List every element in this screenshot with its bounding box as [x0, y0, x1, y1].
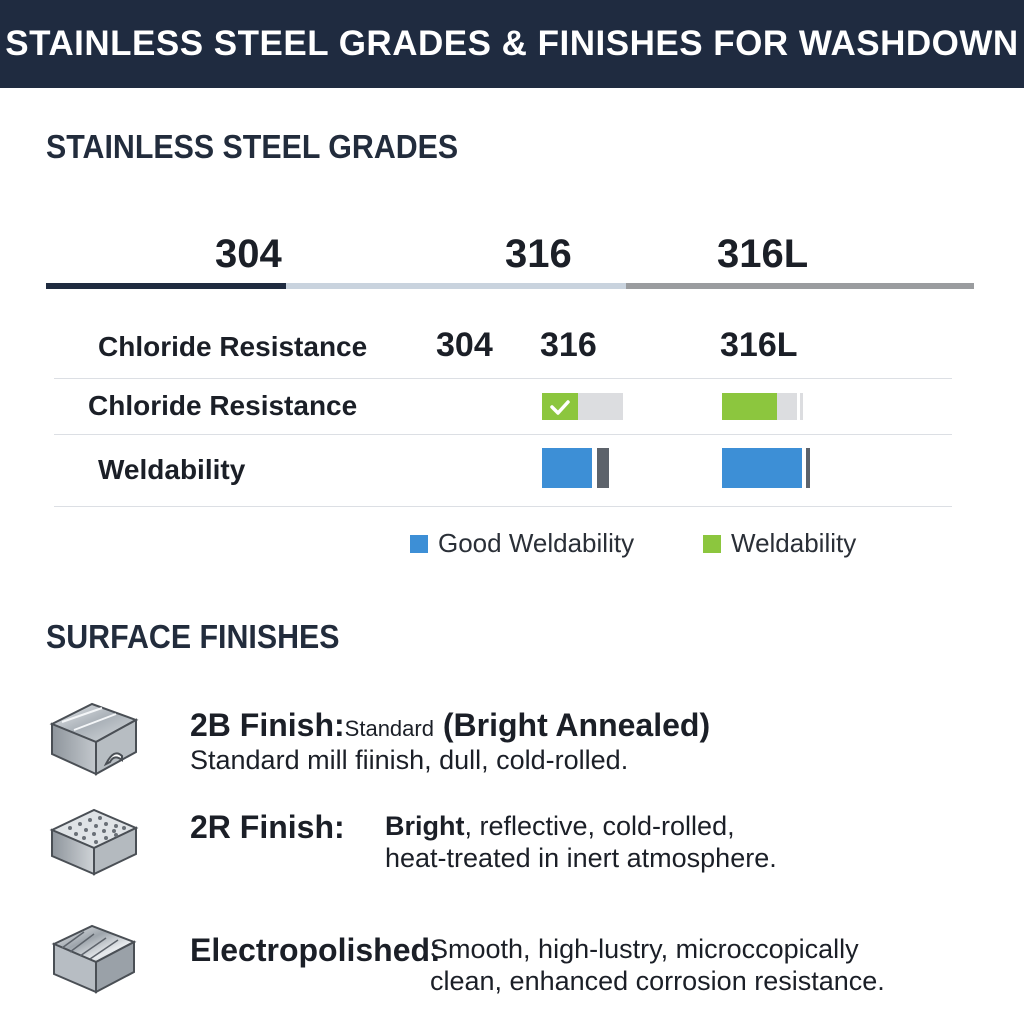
finish-electropolished-name: Electropolished:	[190, 932, 441, 968]
check-icon	[550, 400, 570, 415]
finish-2b-title: 2B Finish:Standard (Bright Annealed)	[190, 707, 710, 744]
row-label-weldability: Weldability	[98, 454, 246, 485]
finish-2r-line2: heat-treated in inert atmosphere.	[385, 843, 777, 873]
bar-316-weldability-end	[597, 448, 609, 488]
bar-316-chloride	[542, 393, 578, 420]
legend-swatch-blue	[410, 534, 428, 553]
finish-electropolished-line2: clean, enhanced corrosion resistance.	[430, 966, 885, 996]
grade-316l-line	[626, 283, 974, 289]
finish-2r-line1: Bright, reflective, cold-rolled,	[385, 811, 735, 842]
grade-316-line	[286, 283, 626, 289]
finish-2r-line1-text: , reflective, cold-rolled,	[464, 811, 735, 841]
legend-label: Weldability	[731, 528, 857, 558]
finish-2b-small: Standard	[344, 716, 434, 741]
bar-316l-weldability	[722, 448, 802, 488]
grade-304-line	[46, 283, 286, 289]
bar-316l-weldability-end	[806, 448, 810, 488]
legend-good-weldability: Good Weldability	[410, 528, 634, 559]
col-head-316: 316	[540, 326, 597, 364]
legend-swatch-green	[703, 534, 721, 553]
finish-2r-name: 2R Finish:	[190, 809, 345, 845]
grade-304-heading: 304	[215, 232, 282, 276]
finish-2b-suffix: (Bright Annealed)	[433, 707, 711, 743]
cube-dotted-icon	[49, 808, 139, 876]
finish-2b-description: Standard mill fiinish, dull, cold-rolled…	[190, 745, 629, 775]
header-banner: STAINLESS STEEL GRADES & FINISHES FOR WA…	[0, 0, 1024, 88]
row-label-chloride-resistance: Chloride Resistance	[88, 390, 358, 421]
bar-316-weldability	[542, 448, 592, 488]
cube-polished-icon	[51, 924, 137, 994]
grade-316-heading: 316	[505, 232, 572, 276]
grade-316l-heading: 316L	[717, 232, 809, 276]
finish-2r-bold-word: Bright	[385, 811, 465, 841]
cube-brushed-icon	[49, 702, 139, 776]
legend-label: Good Weldability	[438, 528, 635, 558]
col-head-316l: 316L	[720, 326, 798, 364]
grades-section-title: STAINLESS STEEL GRADES	[46, 128, 459, 165]
legend-weldability: Weldability	[703, 528, 856, 559]
finish-electropolished-line1: Smooth, high-lustry, microccopically	[430, 934, 859, 964]
page-title: STAINLESS STEEL GRADES & FINISHES FOR WA…	[5, 24, 1019, 63]
finishes-section-title: SURFACE FINISHES	[46, 618, 340, 655]
table-divider	[54, 434, 952, 435]
table-divider	[54, 506, 952, 507]
col-head-304: 304	[436, 326, 493, 364]
finish-2b-name: 2B Finish:	[190, 707, 345, 743]
row-label-chloride-header: Chloride Resistance	[98, 331, 368, 362]
table-divider	[54, 378, 952, 379]
bar-316l-chloride	[722, 393, 777, 420]
bar-316l-chloride-end	[800, 393, 803, 420]
